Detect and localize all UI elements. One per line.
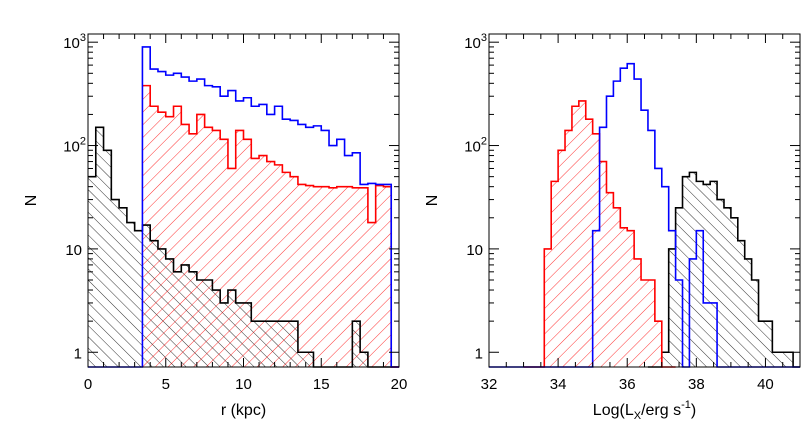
x-tick-label: 0: [84, 376, 92, 393]
panel-1-series-1-outline: [142, 84, 399, 368]
panel-1-y-axis-title: N: [23, 195, 40, 207]
y-tick-label: 1: [74, 345, 82, 362]
x-tick-label: 32: [481, 376, 498, 393]
x-tick-label: 15: [313, 376, 330, 393]
panel-2-x-tick-labels: 32 34 36 38 40: [481, 34, 801, 393]
x-tick-label: 38: [688, 376, 705, 393]
chart-panel-luminosity: 32 34 36 38 40 1 10 102 103 Log(LX/erg s-1) N: [424, 32, 801, 422]
y-tick-label: 1: [475, 345, 483, 362]
panel-1-x-tick-labels: 0 5 10 15 20: [84, 34, 408, 393]
panel-2-series-2-hatch-fill: [647, 172, 800, 367]
y-tick-label: 10: [466, 242, 483, 259]
y-tick-label: 103: [464, 32, 487, 52]
x-tick-label: 36: [619, 376, 636, 393]
panel-1-plot-area: [88, 46, 400, 368]
panel-2-series-2-outline: [647, 171, 800, 368]
panel-2-series-0-outline: [489, 62, 800, 368]
x-tick-label: 40: [757, 376, 774, 393]
panel-1-series-0-outline: [88, 46, 399, 368]
panel-2-y-axis-title: N: [424, 195, 441, 207]
y-tick-label: 102: [464, 136, 487, 156]
panel-1-x-axis-title: r (kpc): [221, 402, 266, 419]
y-tick-label: 10: [65, 242, 82, 259]
y-tick-label: 103: [63, 32, 86, 52]
panel-2-y-tick-labels: 1 10 102 103: [464, 32, 800, 362]
x-tick-label: 34: [550, 376, 567, 393]
x-tick-label: 20: [391, 376, 408, 393]
chart-panel-radius: 0 5 10 15 20 1 10 102 103 r (kpc) N: [23, 32, 407, 419]
x-tick-label: 5: [162, 376, 170, 393]
panel-2-plot-area: [489, 62, 800, 368]
x-tick-label: 10: [235, 376, 252, 393]
panel-2-x-axis-title: Log(LX/erg s-1): [593, 399, 696, 422]
y-tick-label: 102: [63, 136, 86, 156]
panel-1-series-1-hatch-fill: [142, 85, 400, 367]
panel-1-y-tick-labels: 1 10 102 103: [63, 32, 399, 362]
